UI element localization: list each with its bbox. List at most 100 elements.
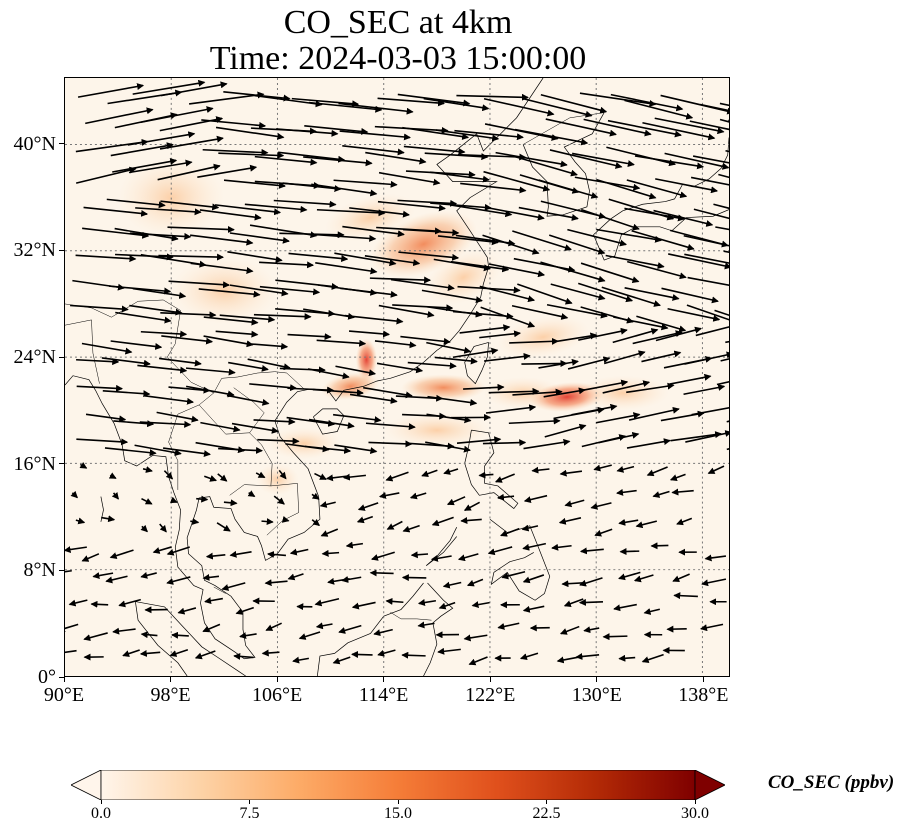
wind-arrow (578, 598, 604, 606)
wind-arrow (457, 153, 527, 161)
wind-arrow (185, 385, 235, 398)
wind-arrow (683, 384, 726, 396)
wind-arrow (139, 649, 161, 657)
wind-arrow (139, 420, 192, 428)
wind-arrow (246, 342, 289, 350)
lat-tick-label: 8°N (23, 559, 56, 582)
wind-arrow (693, 208, 729, 220)
wind-arrow (214, 204, 282, 216)
wind-arrow (348, 330, 391, 338)
lon-tick-label: 98°E (150, 684, 191, 706)
wind-arrow (605, 254, 665, 269)
wind-arrow (545, 118, 617, 137)
wind-arrow (287, 573, 304, 581)
wind-arrow (304, 125, 369, 135)
wind-arrow (494, 473, 515, 483)
wind-arrow (349, 207, 410, 218)
wind-arrow (483, 170, 551, 192)
wind-arrow (162, 447, 211, 458)
wind-arrow (79, 462, 88, 469)
wind-arrow (558, 517, 582, 525)
wind-arrow (616, 488, 637, 496)
wind-arrow (368, 440, 413, 448)
wind-arrow (351, 650, 373, 658)
wind-arrow (487, 206, 545, 221)
wind-arrow (684, 253, 729, 264)
wind-arrow (169, 649, 189, 657)
wind-arrow (575, 652, 600, 660)
wind-arrow (288, 252, 349, 262)
wind-arrow (254, 155, 318, 166)
wind-arrow (101, 357, 151, 367)
wind-arrow (159, 135, 224, 150)
wind-arrow (583, 626, 600, 634)
wind-arrow (334, 252, 397, 267)
lat-tick-mark (59, 143, 64, 145)
wind-arrow (112, 158, 178, 173)
wind-arrow (335, 365, 377, 377)
wind-arrow (303, 156, 373, 167)
wind-arrow (714, 309, 729, 317)
wind-arrow (90, 600, 109, 608)
wind-arrow (199, 209, 262, 221)
wind-arrow (205, 552, 226, 560)
wind-arrow (700, 103, 729, 112)
wind-arrow (595, 412, 641, 424)
wind-arrow (596, 178, 657, 200)
wind-arrow (190, 234, 254, 246)
wind-arrow (338, 102, 414, 115)
wind-arrow (152, 546, 172, 554)
wind-arrow (655, 178, 719, 194)
wind-arrow (194, 650, 216, 660)
wind-arrow (229, 232, 290, 244)
wind-arrow (223, 179, 286, 189)
border-9 (390, 612, 432, 621)
wind-arrow (319, 501, 336, 508)
lon-tick-mark (63, 677, 65, 682)
wind-arrow (632, 330, 683, 345)
wind-arrow (374, 340, 417, 349)
wind-arrow (203, 316, 259, 326)
wind-arrow (279, 231, 345, 239)
wind-arrow (144, 395, 195, 405)
wind-arrow (253, 313, 312, 321)
colorbar-extend-low (71, 770, 102, 800)
wind-arrow (517, 283, 573, 305)
wind-arrow (523, 438, 571, 450)
wind-arrow (401, 651, 426, 659)
lat-tick-mark (59, 463, 64, 465)
wind-arrow (171, 631, 189, 639)
wind-arrow (673, 592, 698, 600)
lat-tick-mark (59, 356, 64, 358)
wind-arrow (129, 232, 192, 240)
wind-arrow (311, 183, 378, 197)
wind-arrow (513, 257, 576, 273)
coastline-6 (464, 429, 519, 510)
wind-arrow (200, 421, 241, 433)
wind-arrow (417, 599, 437, 606)
wind-arrow (291, 97, 360, 108)
wind-arrow (514, 128, 589, 146)
wind-arrow (624, 207, 686, 222)
wind-arrow (518, 206, 579, 221)
plume-blob-1 (325, 193, 416, 242)
wind-arrow (500, 527, 520, 537)
wind-arrow (610, 93, 684, 112)
wind-arrow (642, 121, 716, 141)
wind-arrow (606, 146, 677, 167)
wind-arrow (137, 364, 188, 374)
wind-arrow (109, 549, 134, 559)
colorbar-tick-label: 22.5 (532, 805, 561, 822)
wind-arrow (684, 351, 729, 365)
wind-arrow (204, 597, 223, 605)
wind-arrow (229, 550, 252, 558)
colorbar-tick-label: 0.0 (91, 805, 111, 822)
coastline-3 (727, 119, 729, 123)
wind-arrow (315, 622, 333, 630)
wind-arrow (512, 388, 563, 396)
wind-arrow (227, 251, 283, 263)
wind-arrow (454, 129, 524, 141)
wind-arrow (450, 204, 513, 218)
wind-arrow (83, 206, 149, 217)
wind-arrow (65, 623, 79, 632)
